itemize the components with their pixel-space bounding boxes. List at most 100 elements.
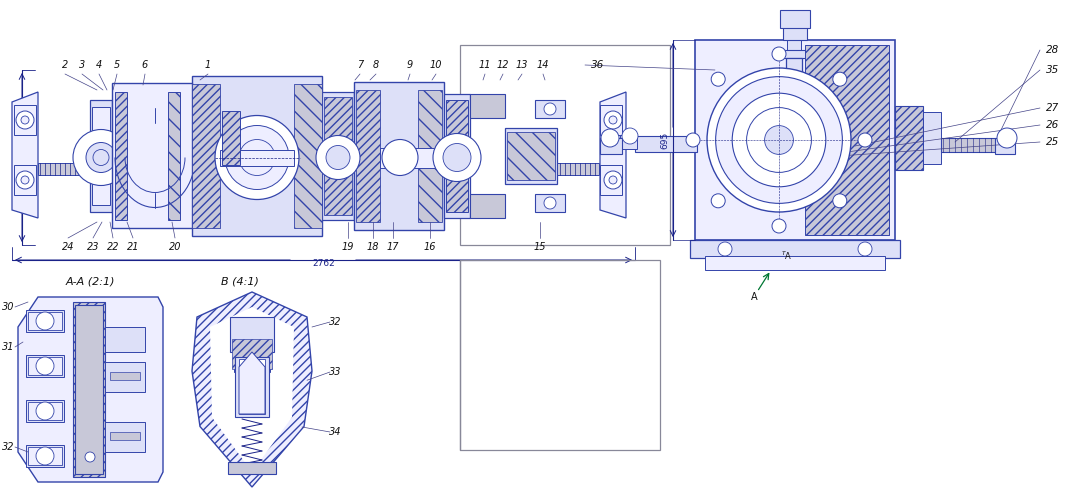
Bar [780,10,810,28]
Text: 33: 33 [329,367,342,377]
Text: A-A (2:1): A-A (2:1) [65,276,115,286]
Bar [37,163,93,175]
Bar [461,260,660,450]
Circle shape [16,111,34,129]
Circle shape [796,109,802,115]
Circle shape [86,142,116,172]
Bar [112,83,192,228]
Text: 23: 23 [87,242,100,252]
Circle shape [215,116,299,200]
Bar [695,40,895,240]
Text: 28: 28 [1046,45,1059,55]
Circle shape [604,171,622,189]
Polygon shape [600,92,627,218]
Polygon shape [18,297,163,482]
Bar [635,136,697,152]
Circle shape [772,47,786,61]
Bar [322,92,355,220]
Polygon shape [239,352,265,414]
Text: 1: 1 [205,60,211,70]
Bar [380,148,440,168]
Text: 9: 9 [407,60,413,70]
Bar [506,128,557,184]
Bar [14,105,36,135]
Bar [784,22,804,37]
Text: 32: 32 [329,317,342,327]
Text: 24: 24 [62,242,74,252]
Bar [941,138,996,152]
Circle shape [36,447,54,465]
Bar [90,100,112,212]
Circle shape [21,176,29,184]
Bar [600,105,622,135]
Circle shape [604,111,622,129]
Circle shape [85,452,95,462]
Bar [784,138,804,150]
Text: 31: 31 [2,342,14,352]
Bar [787,36,801,52]
Circle shape [784,12,804,32]
Bar [92,107,110,205]
Circle shape [609,116,617,124]
Bar [192,76,322,236]
Bar [620,135,637,149]
Circle shape [718,242,731,256]
Bar [110,372,140,380]
Circle shape [765,126,794,154]
Text: 14: 14 [537,60,549,70]
Text: 10: 10 [429,60,442,70]
Bar [105,327,145,352]
Circle shape [326,146,350,170]
Bar [780,114,808,140]
Bar [995,138,1015,154]
Circle shape [715,76,843,204]
Bar [236,350,268,362]
Text: 26: 26 [1046,120,1059,130]
Bar [356,90,380,222]
Circle shape [544,103,556,115]
Circle shape [36,357,54,375]
Bar [232,339,272,369]
Bar [446,100,468,212]
Text: 13: 13 [516,60,528,70]
Bar [222,111,240,165]
Bar [418,90,442,222]
Text: 7: 7 [357,60,363,70]
Bar [444,94,470,218]
Text: 22: 22 [107,242,119,252]
Circle shape [622,128,638,144]
Bar [355,82,444,230]
Text: A: A [751,292,757,302]
Circle shape [711,194,725,208]
Bar [470,94,506,118]
Bar [168,92,180,220]
Circle shape [73,130,129,186]
Bar [14,165,36,195]
Bar [786,58,802,110]
Text: 19: 19 [342,242,355,252]
Bar [233,360,270,372]
Bar [325,97,352,215]
Circle shape [601,129,619,147]
Text: 30: 30 [2,302,14,312]
Circle shape [833,72,847,86]
Circle shape [36,312,54,330]
Text: $^T$A: $^T$A [781,250,793,262]
Circle shape [858,242,872,256]
Bar [26,445,64,467]
Text: 18: 18 [366,242,379,252]
Text: 34: 34 [329,427,342,437]
Bar [230,317,274,352]
Circle shape [858,133,872,147]
Bar [536,194,565,212]
Circle shape [687,133,700,147]
Text: 16: 16 [424,242,436,252]
Bar [782,50,806,58]
Bar [783,26,808,40]
Circle shape [36,402,54,420]
Bar [461,45,670,245]
Circle shape [711,72,725,86]
Polygon shape [12,92,37,218]
Circle shape [21,116,29,124]
Text: 25: 25 [1046,137,1059,147]
